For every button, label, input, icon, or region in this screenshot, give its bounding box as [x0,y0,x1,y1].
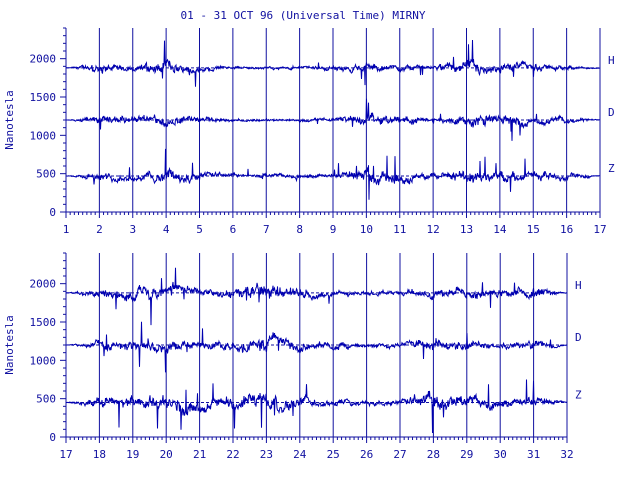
x-tick-label: 32 [560,448,573,461]
x-tick-label: 27 [393,448,406,461]
x-tick-label: 18 [93,448,106,461]
component-label-H: H [608,54,615,67]
x-tick-label: 30 [494,448,507,461]
chart-title: 01 - 31 OCT 96 (Universal Time) MIRNY [180,9,425,22]
x-tick-label: 31 [527,448,540,461]
x-tick-label: 24 [293,448,307,461]
x-tick-label: 4 [163,223,170,236]
x-tick-label: 14 [493,223,507,236]
x-tick-label: 17 [59,448,72,461]
x-tick-label: 10 [360,223,373,236]
y-tick-label: 500 [36,168,56,181]
trace-Z [66,148,600,200]
x-tick-label: 8 [296,223,303,236]
x-tick-label: 28 [427,448,440,461]
component-label-D: D [575,331,582,344]
x-tick-label: 5 [196,223,203,236]
component-label-Z: Z [575,389,582,402]
y-tick-label: 0 [49,431,56,444]
x-tick-label: 1 [63,223,70,236]
y-tick-label: 0 [49,206,56,219]
trace-H [65,39,600,87]
trace-H [66,267,567,326]
x-tick-label: 26 [360,448,373,461]
x-tick-label: 23 [260,448,273,461]
component-label-D: D [608,106,615,119]
x-tick-label: 16 [560,223,573,236]
trace-Z [65,379,568,434]
x-tick-label: 12 [427,223,440,236]
component-label-Z: Z [608,162,615,175]
x-tick-label: 25 [327,448,340,461]
x-tick-label: 3 [129,223,136,236]
y-tick-label: 2000 [30,278,57,291]
x-tick-label: 9 [330,223,337,236]
y-tick-label: 1000 [30,129,57,142]
y-tick-label: 2000 [30,53,57,66]
x-tick-label: 7 [263,223,270,236]
x-tick-label: 11 [393,223,406,236]
x-tick-label: 15 [527,223,540,236]
y-tick-label: 1000 [30,354,57,367]
y-tick-label: 500 [36,393,56,406]
x-tick-label: 6 [230,223,237,236]
component-label-H: H [575,279,582,292]
panel-days-17-32: 0 500 1000 1500 2000 Nanotesla 17 18 19 20 21 22 23 2… [3,252,582,461]
trace-D [66,98,600,141]
x-tick-label: 13 [460,223,473,236]
x-tick-label: 21 [193,448,206,461]
trace-D [66,321,568,373]
y-tick-label: 1500 [30,91,57,104]
x-tick-label: 19 [126,448,139,461]
y-axis-label: Nanotesla [3,315,16,375]
x-tick-label: 20 [160,448,173,461]
y-tick-label: 1500 [30,316,57,329]
x-tick-label: 22 [226,448,239,461]
x-tick-label: 29 [460,448,473,461]
y-axis-label: Nanotesla [3,90,16,150]
x-tick-label: 17 [593,223,606,236]
x-tick-label: 2 [96,223,103,236]
